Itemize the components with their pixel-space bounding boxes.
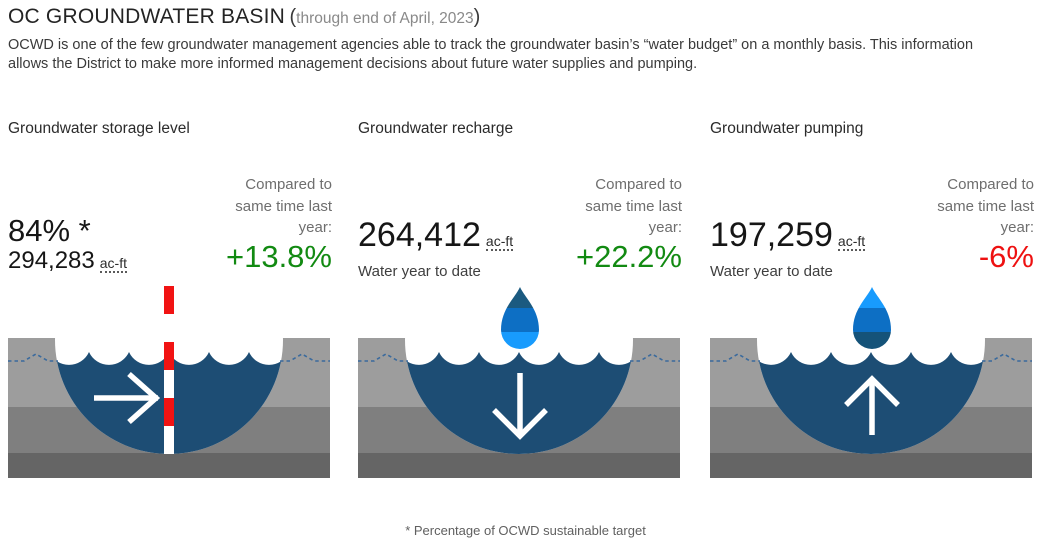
water-year-label: Water year to date bbox=[710, 263, 833, 280]
pumping-volume-value: 197,259 bbox=[710, 216, 833, 254]
subtitle-paren-open: ( bbox=[289, 6, 297, 28]
comparison-label: Compared to same time last year: bbox=[937, 176, 1034, 236]
storage-percent-value: 84% * bbox=[8, 213, 91, 248]
recharge-volume-value: 264,412 bbox=[358, 216, 481, 254]
comparison-value: +22.2% bbox=[575, 238, 682, 274]
subtitle-paren-close: ) bbox=[473, 6, 481, 28]
panel-groundwater-recharge: Groundwater recharge 264,412 ac-ft Water … bbox=[358, 112, 692, 484]
panel-title-storage: Groundwater storage level bbox=[8, 120, 190, 137]
right-arrow-icon bbox=[94, 371, 161, 425]
acre-feet-unit: ac-ft bbox=[99, 255, 127, 273]
comparison-value: +13.8% bbox=[225, 238, 332, 274]
basin-illustration-recharge bbox=[358, 283, 680, 478]
up-arrow-icon bbox=[844, 375, 900, 435]
page-header: OC GROUNDWATER BASIN (through end of Apr… bbox=[8, 5, 1044, 74]
water-table-dashed-line-left bbox=[710, 353, 760, 362]
water-table-dashed-line-right bbox=[280, 353, 330, 362]
water-table-dashed-line-left bbox=[8, 353, 58, 362]
basin-illustration-pumping bbox=[710, 283, 1032, 478]
recharge-comparison-block: Compared to same time last year: +22.2% bbox=[562, 174, 682, 273]
basin-illustration-storage bbox=[8, 283, 330, 478]
acre-feet-unit: ac-ft bbox=[485, 233, 514, 251]
ground-layer-bottom bbox=[710, 453, 1032, 478]
measuring-pole-icon bbox=[164, 286, 174, 454]
down-arrow-icon bbox=[492, 373, 548, 440]
panel-groundwater-pumping: Groundwater pumping 197,259 ac-ft Water y… bbox=[710, 112, 1044, 484]
panel-title-pumping: Groundwater pumping bbox=[710, 120, 864, 137]
ground-layer-bottom bbox=[358, 453, 680, 478]
page-title: OC GROUNDWATER BASIN bbox=[8, 5, 286, 28]
recharge-stat-block: 264,412 ac-ft Water year to date bbox=[358, 216, 514, 280]
pumping-stat-block: 197,259 ac-ft Water year to date bbox=[710, 216, 866, 280]
ground-layer-bottom bbox=[8, 453, 330, 478]
panel-title-recharge: Groundwater recharge bbox=[358, 120, 514, 137]
water-year-label: Water year to date bbox=[358, 263, 481, 280]
footnote: * Percentage of OCWD sustainable target bbox=[405, 523, 646, 538]
water-drop-icon bbox=[853, 287, 891, 349]
pumping-volume-row: 197,259 ac-ft bbox=[710, 216, 866, 260]
water-table-dashed-line-left bbox=[358, 353, 408, 362]
recharge-volume-row: 264,412 ac-ft bbox=[358, 216, 514, 260]
water-table-dashed-line-right bbox=[630, 353, 680, 362]
storage-volume-value: 294,283 bbox=[8, 247, 95, 274]
comparison-value: -6% bbox=[978, 238, 1034, 274]
storage-comparison-block: Compared to same time last year: +13.8% bbox=[212, 174, 332, 273]
description-line-1: OCWD is one of the few groundwater manag… bbox=[8, 37, 974, 53]
panel-groundwater-storage: Groundwater storage level 84% * 294,283 a… bbox=[8, 112, 342, 484]
acre-feet-unit: ac-ft bbox=[837, 233, 866, 251]
storage-stat-block: 84% * 294,283 ac-ft bbox=[8, 213, 127, 276]
title-line: OC GROUNDWATER BASIN (through end of Apr… bbox=[8, 5, 1044, 29]
page-subtitle: through end of April, 2023 bbox=[296, 10, 474, 27]
pumping-comparison-block: Compared to same time last year: -6% bbox=[914, 174, 1034, 273]
comparison-label: Compared to same time last year: bbox=[235, 176, 332, 236]
description-line-2: allows the District to make more informe… bbox=[8, 56, 698, 72]
page-description: OCWD is one of the few groundwater manag… bbox=[8, 36, 1044, 74]
comparison-label: Compared to same time last year: bbox=[585, 176, 682, 236]
storage-volume-row: 294,283 ac-ft bbox=[8, 248, 127, 276]
water-table-dashed-line-right bbox=[982, 353, 1032, 362]
